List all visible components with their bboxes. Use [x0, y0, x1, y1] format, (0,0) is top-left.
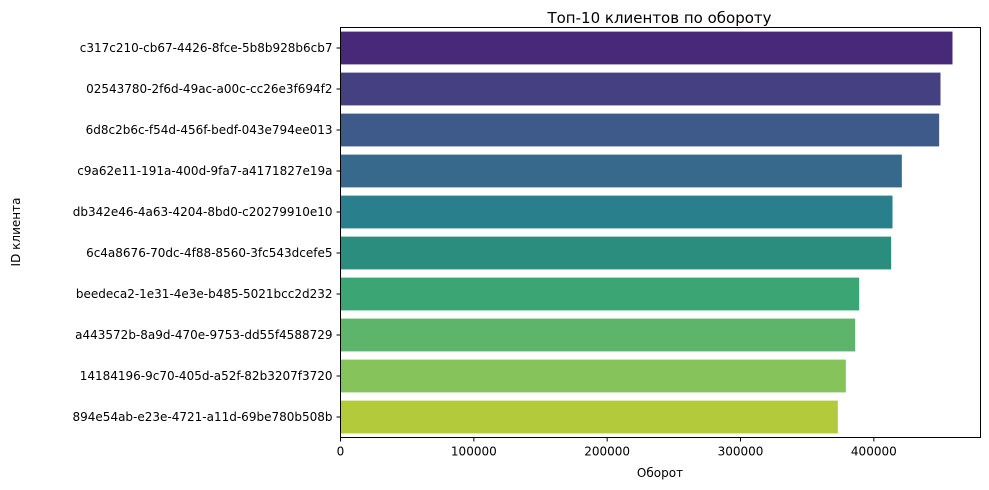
bar	[340, 113, 940, 147]
bar	[340, 359, 846, 393]
x-tick-label: 200000	[584, 445, 630, 459]
bar	[340, 31, 953, 65]
x-tick-label: 100000	[451, 445, 497, 459]
y-tick-label: db342e46-4a63-4204-8bd0-c20279910e10	[73, 205, 333, 219]
bar	[340, 236, 892, 270]
y-tick-label: c317c210-cb67-4426-8fce-5b8b928b6cb7	[80, 41, 333, 55]
bars-group	[340, 31, 953, 434]
plot-frame	[340, 27, 981, 438]
y-tick-label: beedeca2-1e31-4e3e-b485-5021bcc2d232	[76, 287, 333, 301]
x-tick-label: 400000	[851, 445, 897, 459]
chart-title: Топ-10 клиентов по обороту	[546, 9, 771, 27]
y-axis: c317c210-cb67-4426-8fce-5b8b928b6cb7 0254…	[73, 41, 341, 424]
x-tick-label: 0	[337, 445, 345, 459]
bar	[340, 72, 941, 106]
bar	[340, 277, 860, 311]
x-tick-label: 300000	[718, 445, 764, 459]
x-axis-label: Оборот	[637, 466, 683, 480]
bar	[340, 195, 893, 229]
y-tick-label: 894e54ab-e23e-4721-a11d-69be780b508b	[73, 410, 333, 424]
y-tick-label: 14184196-9c70-405d-a52f-82b3207f3720	[80, 369, 333, 383]
x-axis: 0 100000 200000 300000 400000	[337, 437, 897, 459]
y-axis-label: ID клиента	[9, 198, 23, 267]
y-tick-label: 02543780-2f6d-49ac-a00c-cc26e3f694f2	[86, 82, 332, 96]
y-tick-label: 6c4a8676-70dc-4f88-8560-3fc543dcefe5	[86, 246, 332, 260]
y-tick-label: c9a62e11-191a-400d-9fa7-a4171827e19a	[77, 164, 332, 178]
bar	[340, 154, 902, 188]
bar	[340, 400, 838, 434]
y-tick-label: 6d8c2b6c-f54d-456f-bedf-043e794ee013	[86, 123, 333, 137]
y-tick-label: a443572b-8a9d-470e-9753-dd55f4588729	[75, 328, 332, 342]
bar	[340, 318, 856, 352]
